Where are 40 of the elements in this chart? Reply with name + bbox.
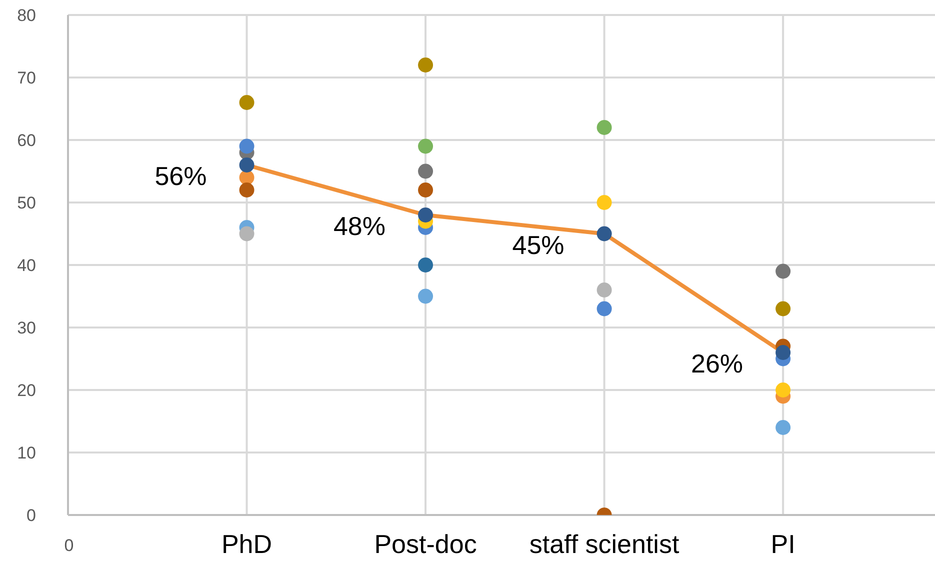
x-tick-label: Post-doc: [374, 529, 477, 559]
point: [418, 208, 434, 222]
point: [239, 182, 254, 198]
point: [418, 138, 434, 154]
data-label: 56%: [154, 161, 207, 191]
point: [239, 158, 254, 172]
y-tick-label: 80: [17, 6, 36, 25]
x-tick-label: PhD: [221, 529, 272, 559]
y-tick-label: 10: [17, 444, 36, 462]
y-tick-label: 20: [17, 381, 36, 400]
text: 0: [63, 536, 75, 556]
point: [596, 301, 612, 316]
point: [418, 164, 434, 179]
y-tick-label: 0: [26, 506, 36, 525]
point: [596, 226, 612, 242]
point: [418, 182, 434, 198]
point: [418, 58, 434, 72]
point: [776, 264, 791, 279]
data-label: 26%: [691, 348, 744, 378]
x-tick-label: staff scientist: [529, 529, 680, 559]
point: [596, 120, 612, 135]
data-label: 48%: [333, 211, 386, 241]
point: [418, 288, 434, 304]
point: [776, 420, 791, 435]
y-tick-label: 30: [17, 318, 36, 338]
x-tick-label: PI: [770, 529, 796, 559]
point: [418, 258, 434, 272]
point: [776, 301, 791, 316]
data-label: 45%: [512, 230, 564, 260]
point: [596, 195, 612, 210]
point: [239, 95, 254, 110]
point: [239, 226, 254, 242]
y-tick-label: 50: [17, 194, 36, 212]
y-tick-label: 60: [17, 131, 36, 150]
point: [776, 345, 791, 360]
y-tick-label: 40: [17, 256, 36, 275]
point: [239, 138, 254, 154]
point: [776, 382, 791, 398]
point: [596, 282, 612, 298]
y-tick-label: 70: [17, 68, 36, 88]
